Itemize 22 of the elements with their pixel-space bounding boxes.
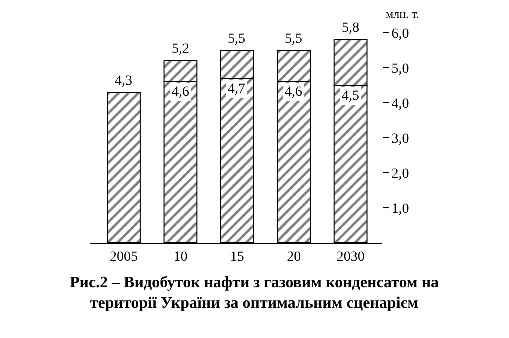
data-label: 4,6	[172, 85, 190, 100]
x-tick-label: 20	[287, 250, 302, 265]
y-tick-label: 3,0	[392, 132, 410, 147]
data-label: 4,5	[342, 89, 360, 104]
x-tick-label: 2005	[110, 250, 138, 265]
text: Рис.2 – Видобуток нафти з газовим конденсатом на території України за оптимальним сценарієм	[70, 274, 440, 312]
total-label: 5,2	[172, 42, 190, 57]
x-tick-label: 15	[230, 250, 244, 265]
total-label: 4,3	[115, 74, 132, 89]
total-label: 5,8	[342, 21, 360, 36]
y-tick-label: 2,0	[392, 166, 410, 182]
y-axis-title: млн. т.	[386, 7, 420, 21]
y-tick-label: 1,0	[392, 202, 410, 217]
data-label: 4,6	[285, 85, 302, 100]
x-tick-label: 2030	[336, 250, 365, 265]
y-tick-label: 4,0	[392, 96, 410, 112]
x-tick-label: 10	[174, 250, 188, 265]
data-label: 4,7	[228, 82, 246, 97]
y-tick-label: 6,0	[392, 26, 410, 42]
y-tick-label: 5,0	[392, 62, 410, 77]
total-label: 5,5	[285, 32, 302, 47]
total-label: 5,5	[228, 32, 246, 47]
